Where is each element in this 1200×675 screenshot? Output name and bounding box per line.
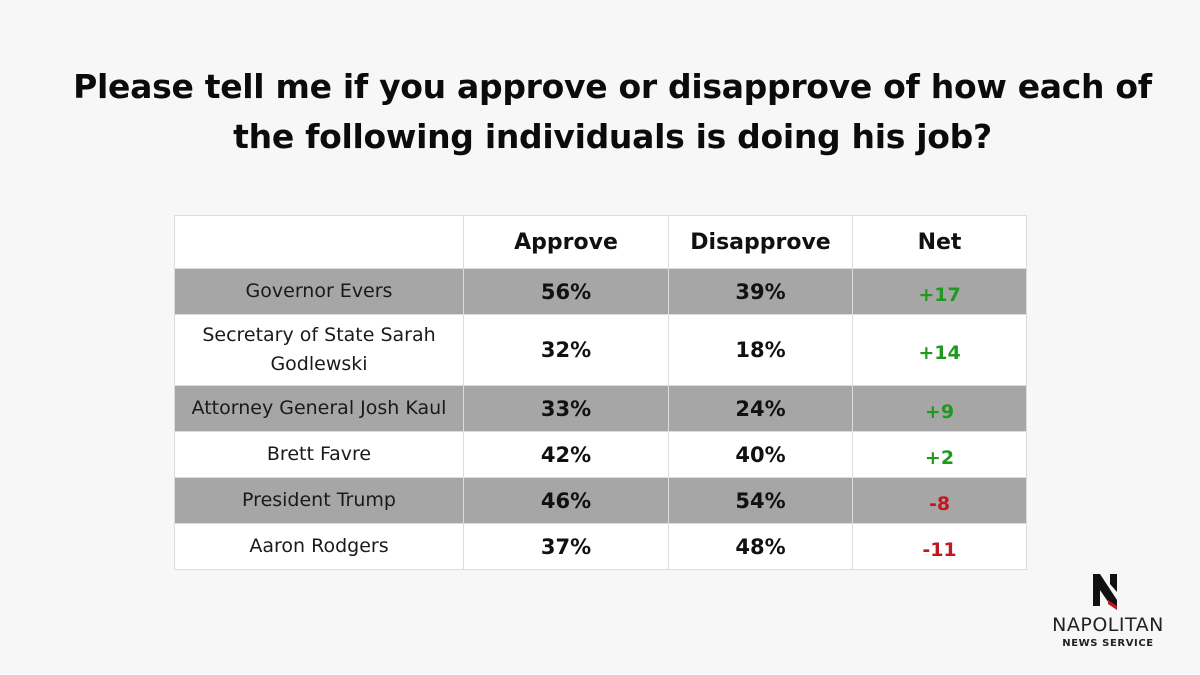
napolitan-n-icon [1093,574,1117,610]
net-value-text: -11 [922,538,957,561]
net-value-text: +9 [924,400,955,423]
table-row: Brett Favre 42% 40% +2 [174,431,1027,478]
approve-value: 33% [463,385,669,432]
header-disapprove: Disapprove [668,215,853,269]
net-value-text: -8 [928,492,951,515]
net-value: +2 [852,431,1027,478]
net-value-text: +17 [918,283,961,306]
chart-title: Please tell me if you approve or disappr… [73,67,1152,156]
approve-value: 37% [463,523,669,570]
row-name: President Trump [174,477,464,524]
net-value: -8 [852,477,1027,524]
approve-value: 46% [463,477,669,524]
row-name: Brett Favre [174,431,464,478]
napolitan-logo: NAPOLITAN NEWS SERVICE [1040,568,1176,650]
approve-value: 32% [463,314,669,386]
table-row: Attorney General Josh Kaul 33% 24% +9 [174,385,1027,432]
logo-subtitle: NEWS SERVICE [1062,638,1154,649]
disapprove-value: 40% [668,431,853,478]
disapprove-value: 18% [668,314,853,386]
row-name: Aaron Rodgers [174,523,464,570]
approve-value: 56% [463,268,669,315]
header-name [174,215,464,269]
table-row: Governor Evers 56% 39% +17 [174,268,1027,315]
table-row: President Trump 46% 54% -8 [174,477,1027,524]
table-header-row: Approve Disapprove Net [174,215,1027,269]
net-value: +9 [852,385,1027,432]
table-row: Secretary of State Sarah Godlewski 32% 18%… [174,314,1027,386]
row-name: Governor Evers [174,268,464,315]
net-value-text: +14 [918,342,961,364]
disapprove-value: 48% [668,523,853,570]
row-name: Secretary of State Sarah Godlewski [174,314,464,386]
header-net: Net [852,215,1027,269]
net-value-text: +2 [924,446,955,469]
disapprove-value: 54% [668,477,853,524]
disapprove-value: 24% [668,385,853,432]
disapprove-value: 39% [668,268,853,315]
net-value: +17 [852,268,1027,315]
logo-name: NAPOLITAN [1052,614,1164,636]
header-approve: Approve [463,215,669,269]
row-name: Attorney General Josh Kaul [174,385,464,432]
net-value: -11 [852,523,1027,570]
approval-table: Approve Disapprove Net Governor Evers 56%… [174,215,1027,570]
net-value: +14 [852,314,1027,386]
table-row: Aaron Rodgers 37% 48% -11 [174,523,1027,570]
approve-value: 42% [463,431,669,478]
